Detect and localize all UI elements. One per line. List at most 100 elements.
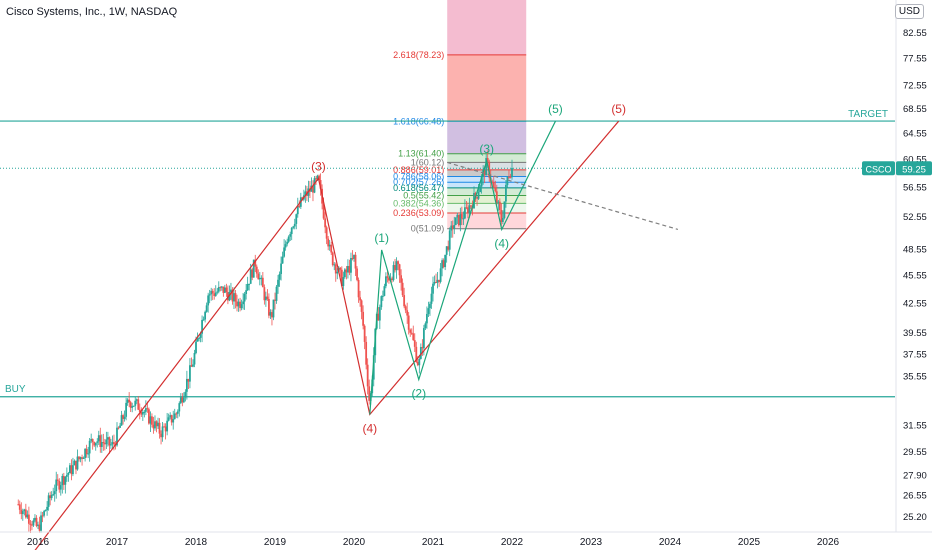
candle-body <box>319 180 322 189</box>
candle-body <box>356 268 358 280</box>
candle-body <box>173 413 176 420</box>
candle-body <box>354 254 357 269</box>
candle-body <box>362 311 365 326</box>
candle-body <box>219 287 222 289</box>
candle-body <box>146 408 149 410</box>
candle-body <box>293 223 296 227</box>
candle-body <box>78 456 80 460</box>
candle-body <box>278 273 281 280</box>
candle-body <box>386 276 389 278</box>
candle-body <box>72 465 74 475</box>
candle-body <box>181 397 184 403</box>
candle-body <box>324 218 327 228</box>
candle-body <box>184 391 187 398</box>
candle-body <box>175 413 178 415</box>
projection-zone-lavender <box>447 121 527 154</box>
candle-body <box>87 453 90 455</box>
fib-level-label: 0(51.09) <box>411 224 445 234</box>
candle-body <box>27 514 30 524</box>
candle-body <box>161 426 164 438</box>
fib-level-label: 2.618(78.23) <box>393 50 444 60</box>
candle-body <box>120 415 123 426</box>
candle-body <box>230 289 232 292</box>
candle-body <box>448 230 451 250</box>
x-tick-label: 2024 <box>659 537 682 548</box>
candle-body <box>508 176 510 178</box>
candle-body <box>233 293 235 302</box>
candle-body <box>343 269 346 278</box>
candle-body <box>43 511 45 516</box>
candle-body <box>75 460 77 470</box>
x-tick-label: 2017 <box>106 537 129 548</box>
candle-body <box>304 191 307 196</box>
candle-body <box>67 473 70 475</box>
candle-body <box>240 304 243 309</box>
candle-body <box>105 439 108 445</box>
candle-body <box>377 313 380 321</box>
candle-body <box>246 283 249 291</box>
candle-body <box>298 205 301 207</box>
candle-body <box>85 448 88 455</box>
x-tick-label: 2022 <box>501 537 524 548</box>
candle-body <box>366 364 369 387</box>
candle-body <box>509 176 512 178</box>
candle-body <box>476 196 478 199</box>
candle-body <box>403 295 406 307</box>
candle-body <box>292 226 295 228</box>
candle-body <box>427 308 430 314</box>
candle-body <box>480 176 483 187</box>
candle-body <box>237 301 240 307</box>
green-wave-label: (1) <box>374 231 389 245</box>
candle-body <box>158 422 161 434</box>
candle-body <box>122 415 124 419</box>
currency-button[interactable]: USD <box>894 4 924 19</box>
candle-body <box>474 193 477 197</box>
candle-body <box>185 378 188 392</box>
candle-body <box>192 364 194 367</box>
projection-zone-top <box>447 0 527 55</box>
candle-body <box>421 347 424 349</box>
candle-body <box>58 480 61 490</box>
candle-body <box>275 286 278 301</box>
candle-body <box>97 435 100 442</box>
candle-body <box>263 287 266 301</box>
candle-body <box>176 411 179 414</box>
candle-body <box>208 294 211 296</box>
candle-body <box>222 286 225 293</box>
candle-body <box>383 286 386 296</box>
candle-body <box>460 214 463 219</box>
candle-body <box>35 517 38 526</box>
candle-body <box>103 443 106 445</box>
candle-body <box>470 205 472 207</box>
candle-body <box>148 409 150 424</box>
green-wave-label: (4) <box>494 236 509 250</box>
candle-body <box>20 509 23 515</box>
candle-body <box>336 271 339 274</box>
candle-body <box>62 475 65 485</box>
y-tick-label: 31.55 <box>903 420 927 431</box>
candle-body <box>260 277 263 279</box>
candle-body <box>126 399 129 403</box>
candle-body <box>31 524 33 526</box>
candle-body <box>102 442 105 444</box>
candle-body <box>451 225 454 230</box>
candle-body <box>347 266 349 273</box>
candle-body <box>339 267 342 270</box>
candle-body <box>380 296 383 308</box>
candle-body <box>391 278 393 281</box>
candle-body <box>249 269 252 284</box>
candle-body <box>137 399 140 410</box>
candle-body <box>108 437 111 446</box>
green-wave-label: (3) <box>479 142 494 156</box>
candle-body <box>193 353 196 365</box>
candle-body <box>409 329 412 333</box>
candle-body <box>40 515 42 531</box>
candle-body <box>407 315 410 330</box>
candle-body <box>100 442 103 447</box>
candle-body <box>312 185 314 193</box>
candle-body <box>111 442 114 445</box>
candle-body <box>216 291 219 293</box>
candle-body <box>491 181 494 183</box>
candle-body <box>465 207 468 209</box>
